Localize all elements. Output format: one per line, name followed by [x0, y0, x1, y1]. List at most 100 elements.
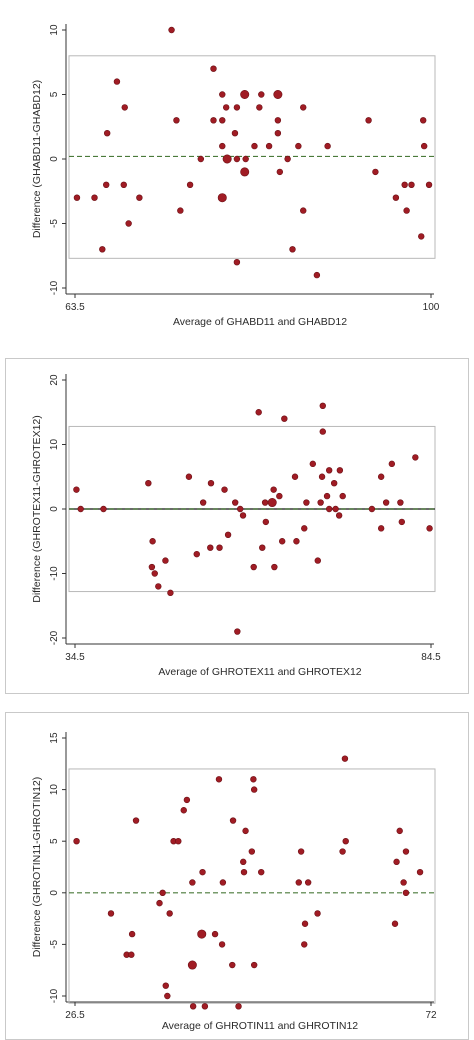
data-point [259, 544, 266, 551]
data-point [162, 982, 169, 989]
data-point [207, 479, 215, 487]
data-point [197, 929, 207, 939]
data-point [156, 899, 163, 907]
data-point [91, 194, 98, 201]
data-point [229, 817, 237, 824]
data-point [297, 848, 305, 855]
data-point [199, 499, 207, 506]
data-point [396, 827, 403, 835]
data-point [274, 117, 282, 124]
data-point [300, 207, 307, 214]
data-point [128, 930, 136, 938]
data-point [103, 181, 110, 189]
data-point [187, 960, 197, 970]
data-point [314, 557, 321, 564]
data-point [240, 90, 250, 100]
data-point [219, 91, 226, 98]
x-axis-label: Average of GHABD11 and GHABD12 [173, 316, 347, 328]
y-tick-label: -20 [49, 630, 60, 645]
data-point [121, 104, 128, 111]
y-tick-label: 0 [49, 506, 60, 512]
data-point [401, 181, 408, 189]
data-point [274, 130, 282, 137]
data-point [256, 104, 263, 111]
data-point [113, 78, 121, 85]
data-point [222, 154, 232, 164]
data-point [242, 827, 249, 835]
data-point [189, 1003, 197, 1010]
data-point [229, 961, 236, 969]
data-point [339, 848, 346, 855]
x-tick-label: 100 [423, 302, 440, 313]
data-point [291, 473, 299, 480]
data-point [265, 142, 273, 150]
data-point [339, 492, 346, 500]
data-point [325, 467, 333, 474]
data-point [99, 246, 106, 253]
data-point [377, 525, 385, 532]
data-point [211, 930, 219, 938]
data-point [261, 499, 269, 506]
data-point [240, 858, 247, 866]
bland-altman-chart-ghrotex: -20 -10 0 10 20 34.5 84.5 Average of GHROTEX11 … [31, 374, 441, 678]
x-tick-label: 63.5 [65, 302, 85, 313]
data-point [175, 838, 182, 845]
data-point [224, 531, 232, 539]
data-point [233, 104, 241, 111]
data-point [400, 879, 407, 886]
data-point [162, 557, 169, 564]
data-point [289, 246, 296, 253]
data-point [271, 563, 278, 571]
data-point [125, 220, 132, 227]
data-point [210, 65, 217, 72]
data-point [270, 486, 277, 493]
data-point [303, 499, 310, 506]
data-point [103, 130, 111, 137]
data-point [391, 920, 399, 927]
data-point [240, 167, 250, 177]
data-point [166, 910, 173, 917]
data-point [295, 142, 302, 150]
data-point [201, 1003, 209, 1010]
data-point [319, 402, 326, 409]
data-point [336, 467, 344, 474]
data-point [318, 473, 326, 480]
data-point [416, 868, 424, 876]
data-point [236, 505, 244, 513]
data-point [420, 142, 428, 150]
data-point [293, 538, 300, 545]
data-point [412, 454, 419, 461]
y-axis-label: Difference (GHROTEX11-GHROTEX12) [31, 415, 43, 603]
data-point [309, 460, 317, 468]
x-tick-label: 34.5 [65, 652, 85, 663]
data-point [325, 505, 333, 513]
data-point [402, 889, 410, 897]
data-point [136, 194, 143, 201]
x-axis-label: Average of GHROTEX11 and GHROTEX12 [158, 666, 361, 678]
data-point [185, 473, 193, 480]
data-point [425, 181, 433, 189]
data-point [128, 951, 135, 958]
data-point [314, 910, 321, 917]
data-point [199, 868, 206, 876]
data-point [242, 155, 249, 163]
data-point [330, 479, 338, 487]
data-point [215, 776, 223, 783]
data-point [235, 1003, 242, 1010]
data-point [403, 207, 410, 214]
limits-of-agreement-box [68, 768, 436, 1004]
data-point [164, 992, 171, 1000]
data-point [177, 207, 184, 214]
data-point [239, 512, 247, 519]
y-tick-label: 10 [49, 439, 60, 451]
data-point [267, 498, 277, 508]
data-point [368, 505, 376, 513]
data-point [233, 155, 241, 163]
y-tick-label: 20 [49, 374, 60, 386]
data-point [313, 271, 321, 279]
x-tick-label: 26.5 [65, 1010, 85, 1021]
data-point [402, 848, 410, 855]
data-point [250, 776, 257, 783]
data-point [419, 117, 427, 124]
y-tick-label: -10 [49, 566, 60, 581]
